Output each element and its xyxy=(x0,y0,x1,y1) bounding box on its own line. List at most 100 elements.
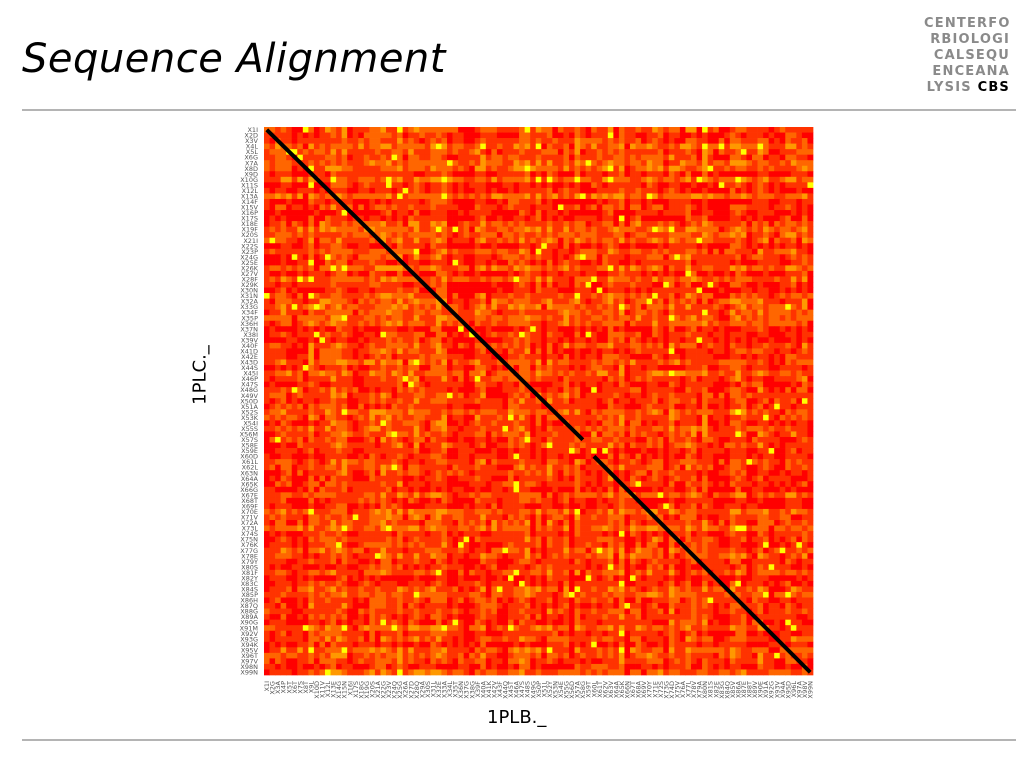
heatmap-cell xyxy=(469,182,476,189)
heatmap-cell xyxy=(674,143,681,150)
heatmap-cell xyxy=(674,232,681,239)
heatmap-cell xyxy=(358,392,365,399)
heatmap-cell xyxy=(757,326,764,333)
heatmap-cell xyxy=(574,293,581,299)
heatmap-cell xyxy=(685,176,692,183)
heatmap-cell xyxy=(674,348,681,355)
heatmap-cell xyxy=(280,160,287,167)
heatmap-cell xyxy=(757,138,764,144)
heatmap-cell xyxy=(602,132,609,139)
heatmap-cell xyxy=(530,143,537,150)
heatmap-cell xyxy=(430,270,437,277)
heatmap-cell xyxy=(718,259,725,266)
heatmap-cell xyxy=(275,337,281,344)
heatmap-cell xyxy=(724,243,731,250)
heatmap-cell xyxy=(768,226,775,233)
heatmap-cell xyxy=(557,226,564,233)
heatmap-cell xyxy=(369,265,376,272)
heatmap-cell xyxy=(302,298,309,305)
heatmap-cell xyxy=(469,254,476,261)
heatmap-cell xyxy=(674,376,681,382)
heatmap-cell xyxy=(685,215,692,222)
heatmap-cell xyxy=(552,320,559,327)
heatmap-cell xyxy=(541,254,548,261)
heatmap-cell xyxy=(286,127,293,133)
heatmap-cell xyxy=(458,143,464,150)
heatmap-cell xyxy=(413,359,420,366)
heatmap-cell xyxy=(358,193,365,200)
heatmap-cell xyxy=(768,320,775,327)
heatmap-cell xyxy=(546,160,553,167)
heatmap-cell xyxy=(740,221,747,227)
heatmap-cell xyxy=(374,265,381,272)
heatmap-cell xyxy=(391,204,398,211)
heatmap-cell xyxy=(702,265,708,272)
heatmap-cell xyxy=(463,254,470,261)
heatmap-cell xyxy=(469,337,476,344)
heatmap-cell xyxy=(419,376,426,382)
heatmap-cell xyxy=(735,243,742,250)
heatmap-cell xyxy=(580,193,586,200)
heatmap-cell xyxy=(419,365,426,371)
heatmap-cell xyxy=(763,281,769,288)
heatmap-cell xyxy=(768,187,775,194)
heatmap-cell xyxy=(352,387,359,394)
heatmap-cell xyxy=(546,287,553,294)
heatmap-cell xyxy=(679,237,686,244)
heatmap-cell xyxy=(801,165,808,172)
heatmap-cell xyxy=(496,370,503,377)
heatmap-cell xyxy=(801,171,808,178)
heatmap-cell xyxy=(452,365,459,371)
heatmap-cell xyxy=(752,381,758,388)
heatmap-cell xyxy=(480,237,487,244)
heatmap-cell xyxy=(297,320,304,327)
heatmap-cell xyxy=(591,165,598,172)
heatmap-cell xyxy=(563,359,570,366)
heatmap-cell xyxy=(552,165,559,172)
heatmap-cell xyxy=(674,204,681,211)
heatmap-cell xyxy=(563,376,570,382)
heatmap-cell xyxy=(696,281,703,288)
heatmap-cell xyxy=(729,215,736,222)
heatmap-cell xyxy=(369,398,376,405)
heatmap-cell xyxy=(785,331,792,338)
heatmap-cell xyxy=(569,154,575,161)
heatmap-cell xyxy=(563,165,570,172)
heatmap-cell xyxy=(624,304,631,311)
heatmap-cell xyxy=(286,160,293,167)
heatmap-cell xyxy=(358,143,365,150)
heatmap-cell xyxy=(502,165,509,172)
heatmap-cell xyxy=(463,293,470,299)
heatmap-cell xyxy=(713,315,720,322)
heatmap-cell xyxy=(696,237,703,244)
heatmap-cell xyxy=(763,370,769,377)
heatmap-cell xyxy=(441,243,448,250)
heatmap-cell xyxy=(430,215,437,222)
heatmap-cell xyxy=(580,259,586,266)
heatmap-cell xyxy=(319,342,326,349)
heatmap-cell xyxy=(790,160,797,167)
heatmap-cell xyxy=(569,309,575,316)
heatmap-cell xyxy=(602,210,609,216)
heatmap-cell xyxy=(646,381,653,388)
heatmap-cell xyxy=(790,204,797,211)
heatmap-cell xyxy=(563,138,570,144)
heatmap-cell xyxy=(541,237,548,244)
heatmap-cell xyxy=(729,387,736,394)
heatmap-cell xyxy=(513,226,520,233)
heatmap-cell xyxy=(430,248,437,255)
heatmap-cell xyxy=(424,348,431,355)
heatmap-cell xyxy=(674,387,681,394)
heatmap-cell xyxy=(369,298,376,305)
heatmap-cell xyxy=(264,337,270,344)
heatmap-cell xyxy=(679,215,686,222)
heatmap-cell xyxy=(696,298,703,305)
heatmap-cell xyxy=(513,259,520,266)
heatmap-cell xyxy=(801,132,808,139)
heatmap-cell xyxy=(807,381,814,388)
heatmap-cell xyxy=(763,326,769,333)
heatmap-cell xyxy=(352,210,359,216)
heatmap-cell xyxy=(713,259,720,266)
heatmap-cell xyxy=(469,353,476,360)
heatmap-cell xyxy=(596,132,603,139)
